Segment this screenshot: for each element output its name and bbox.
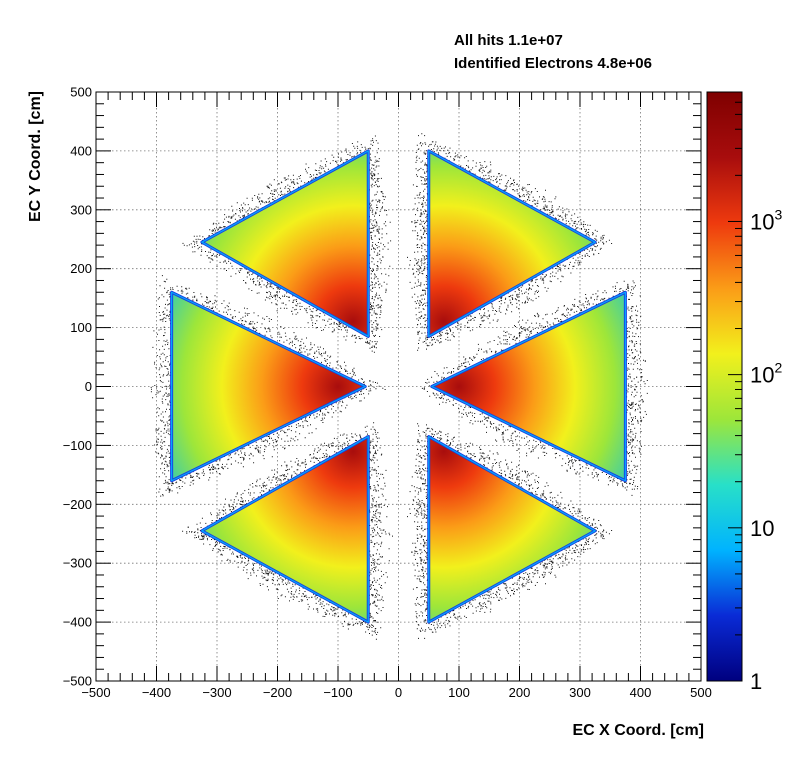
color-scale-label: 1 [750,669,762,694]
y-tick-labels: −500 −400 −300 −200 −100 0 100 200 300 400 500 [63,85,92,689]
stat-all-hits: All hits 1.1e+07 [454,32,563,49]
sector-edge [428,150,596,338]
y-tick-label: 400 [70,143,92,158]
y-tick-label: −300 [63,556,92,571]
color-scale-label: 10 [750,516,774,541]
sector-lower-left [182,422,393,640]
sector-right [421,280,648,496]
sector-edge [431,291,626,482]
sector-edge [171,291,366,482]
x-tick-label: 300 [569,685,591,700]
sector-edge [201,435,369,623]
color-scale-label: 103 [750,206,782,234]
sector-lower-right [407,423,613,639]
stats-box: All hits 1.1e+07 Identified Electrons 4.… [454,32,652,72]
sector-edge [428,435,596,623]
x-tick-label: −300 [202,685,231,700]
x-tick-label: 100 [448,685,470,700]
color-scale-frame [706,91,743,682]
y-tick-label: 200 [70,261,92,276]
x-tick-label: 500 [690,685,712,700]
y-axis-title: EC Y Coord. [cm] [27,91,44,222]
y-tick-label: 100 [70,320,92,335]
sector-upper-right [407,133,613,351]
color-scale-ticks [728,91,742,682]
hit-sectors [150,133,648,640]
sector-upper-left [182,135,392,353]
y-tick-label: 0 [85,379,92,394]
color-scale-bar [707,92,742,681]
x-tick-label: −200 [263,685,292,700]
x-tick-label: 200 [509,685,531,700]
x-tick-label: −400 [142,685,171,700]
color-scale-labels: 1 10 102 103 [750,206,782,694]
y-tick-label: 500 [70,85,92,100]
x-tick-labels: −500 −400 −300 −200 −100 0 100 200 300 400 500 [81,685,712,700]
y-tick-label: 300 [70,202,92,217]
sector-edge [201,150,369,338]
axis-ticks [95,91,702,682]
stat-identified-electrons: Identified Electrons 4.8e+06 [454,55,652,72]
y-tick-label: −400 [63,615,92,630]
color-scale-label: 102 [750,360,782,388]
x-axis-title: EC X Coord. [cm] [572,722,704,739]
sector-left [150,275,386,497]
x-tick-label: 0 [395,685,402,700]
x-tick-label: −500 [81,685,110,700]
y-tick-label: −200 [63,497,92,512]
x-tick-label: −100 [323,685,352,700]
y-tick-label: −500 [63,674,92,689]
x-tick-label: 400 [630,685,652,700]
y-tick-label: −100 [63,438,92,453]
